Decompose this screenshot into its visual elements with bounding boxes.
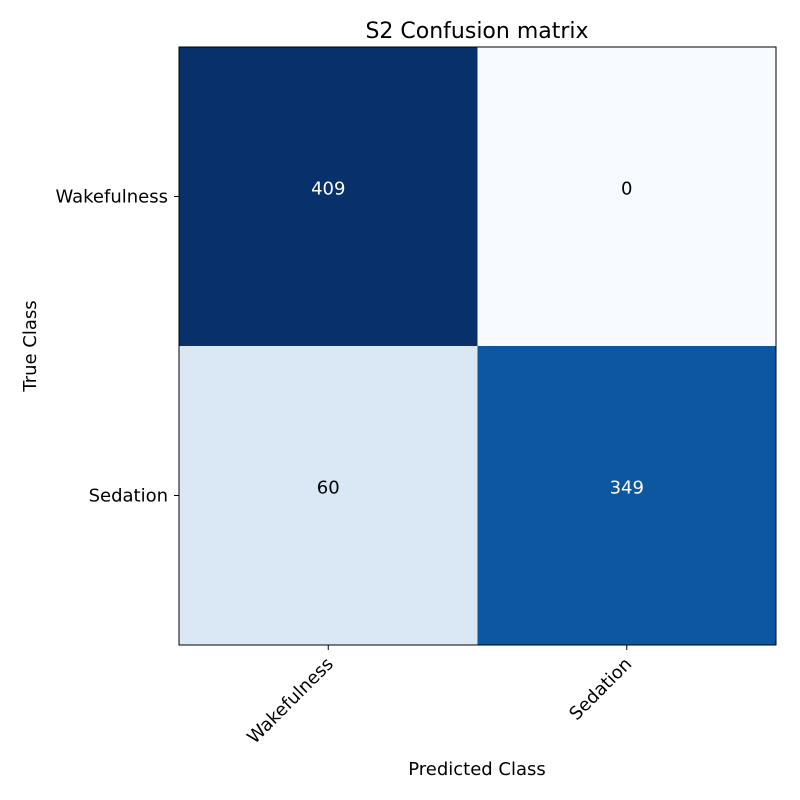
x-tick-label: Wakefulness — [243, 654, 337, 748]
x-axis-label: Predicted Class — [408, 759, 546, 780]
heatmap-cell — [477, 346, 776, 645]
cell-value-label: 349 — [610, 478, 644, 499]
y-axis-label: True Class — [20, 300, 41, 392]
y-tick-label: Wakefulness — [55, 187, 168, 208]
cell-value-label: 60 — [317, 478, 340, 499]
heatmap-cell — [179, 47, 478, 346]
cell-value-label: 0 — [621, 179, 632, 200]
chart-title: S2 Confusion matrix — [365, 19, 588, 44]
y-tick-label: Sedation — [89, 486, 168, 507]
plot-frame — [178, 46, 777, 646]
heatmap-cell — [477, 47, 776, 346]
cell-value-label: 409 — [311, 179, 345, 200]
x-tick-label: Sedation — [565, 654, 636, 725]
heatmap-cell — [179, 346, 478, 645]
heatmap-cells: 409 0 60 349 — [179, 47, 776, 645]
